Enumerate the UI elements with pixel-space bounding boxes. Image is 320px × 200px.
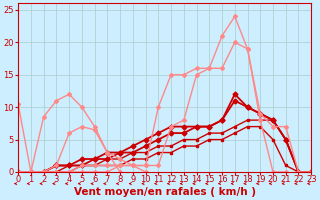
X-axis label: Vent moyen/en rafales ( km/h ): Vent moyen/en rafales ( km/h ): [74, 187, 256, 197]
